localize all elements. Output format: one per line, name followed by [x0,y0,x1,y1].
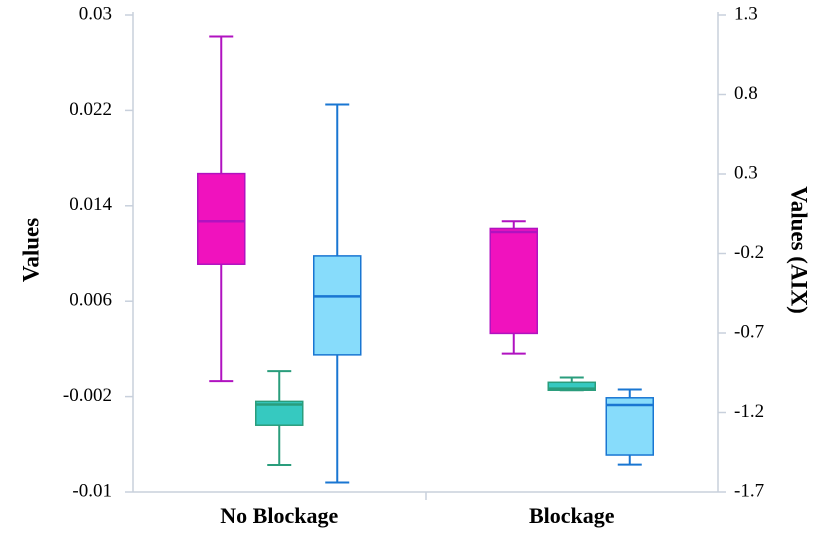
x-tick-label: No Blockage [220,503,338,528]
y2-tick-label: -0.2 [734,242,764,263]
y2-tick-label: -0.7 [734,321,764,342]
x-tick-label: Blockage [529,503,615,528]
y-tick-label: -0.01 [72,480,112,501]
box [313,255,362,356]
y2-tick-label: 0.8 [734,83,758,104]
box [489,227,538,335]
box [547,381,596,391]
y-tick-label: 0.022 [69,99,112,120]
y2-tick-label: -1.7 [734,480,764,501]
box [605,397,654,456]
y-tick-label: 0.006 [69,290,112,311]
box [197,172,246,265]
y2-tick-label: 0.3 [734,162,758,183]
y-tick-label: 0.014 [69,194,112,215]
y-tick-label: 0.03 [79,3,112,24]
y2-tick-label: 1.3 [734,3,758,24]
y2-axis-title: Values (AIX) [787,186,812,314]
box [255,400,304,426]
y2-tick-label: -1.2 [734,401,764,422]
y-tick-label: -0.002 [63,385,112,406]
y-axis-title: Values [18,218,43,282]
